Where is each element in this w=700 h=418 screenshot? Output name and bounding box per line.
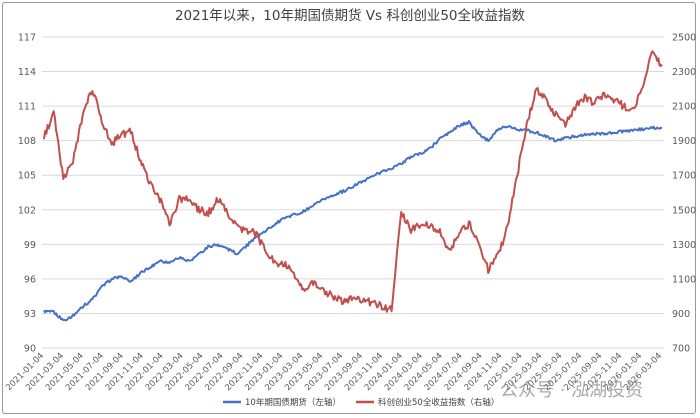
right-tick-label: 900 [672, 309, 690, 320]
right-tick-label: 1700 [672, 171, 696, 182]
right-tick-label: 2100 [672, 102, 696, 113]
left-tick-label: 117 [18, 33, 36, 44]
x-axis-ticks: 2021-01-042021-03-042021-05-042021-07-04… [4, 351, 664, 393]
left-tick-label: 90 [24, 344, 36, 355]
legend-label-kcb: 科创创业50全收益指数（右轴） [378, 397, 499, 408]
left-tick-label: 99 [24, 240, 36, 251]
chart-title: 2021年以来，10年期国债期货 Vs 科创创业50全收益指数 [175, 7, 526, 24]
right-axis-ticks: 700 900 1100 1300 1500 1700 1900 2100 2300 2500 [672, 33, 696, 355]
left-tick-label: 102 [18, 205, 36, 216]
left-tick-label: 105 [18, 171, 36, 182]
legend-label-bond: 10年期国债期货（左轴） [245, 397, 341, 408]
left-tick-label: 111 [18, 102, 36, 113]
right-tick-label: 1100 [672, 274, 696, 285]
left-tick-label: 96 [24, 274, 36, 285]
legend: 10年期国债期货（左轴） 科创创业50全收益指数（右轴） [223, 397, 499, 408]
left-tick-label: 93 [24, 309, 36, 320]
right-tick-label: 1900 [672, 136, 696, 147]
chart-frame [2, 2, 696, 414]
right-tick-label: 1300 [672, 240, 696, 251]
left-tick-label: 108 [18, 136, 36, 147]
right-tick-label: 1500 [672, 205, 696, 216]
right-tick-label: 2300 [672, 67, 696, 78]
left-tick-label: 114 [18, 67, 36, 78]
watermark: 公众号 · 泓湖投资 [500, 380, 644, 401]
left-axis-ticks: 90 93 96 99 102 105 108 111 114 117 [18, 33, 36, 355]
series-layer [43, 50, 663, 322]
right-tick-label: 700 [672, 344, 690, 355]
right-tick-label: 2500 [672, 33, 696, 44]
series-line-bond [43, 120, 663, 322]
gridlines [42, 36, 664, 349]
series-line-kcb [43, 50, 663, 313]
